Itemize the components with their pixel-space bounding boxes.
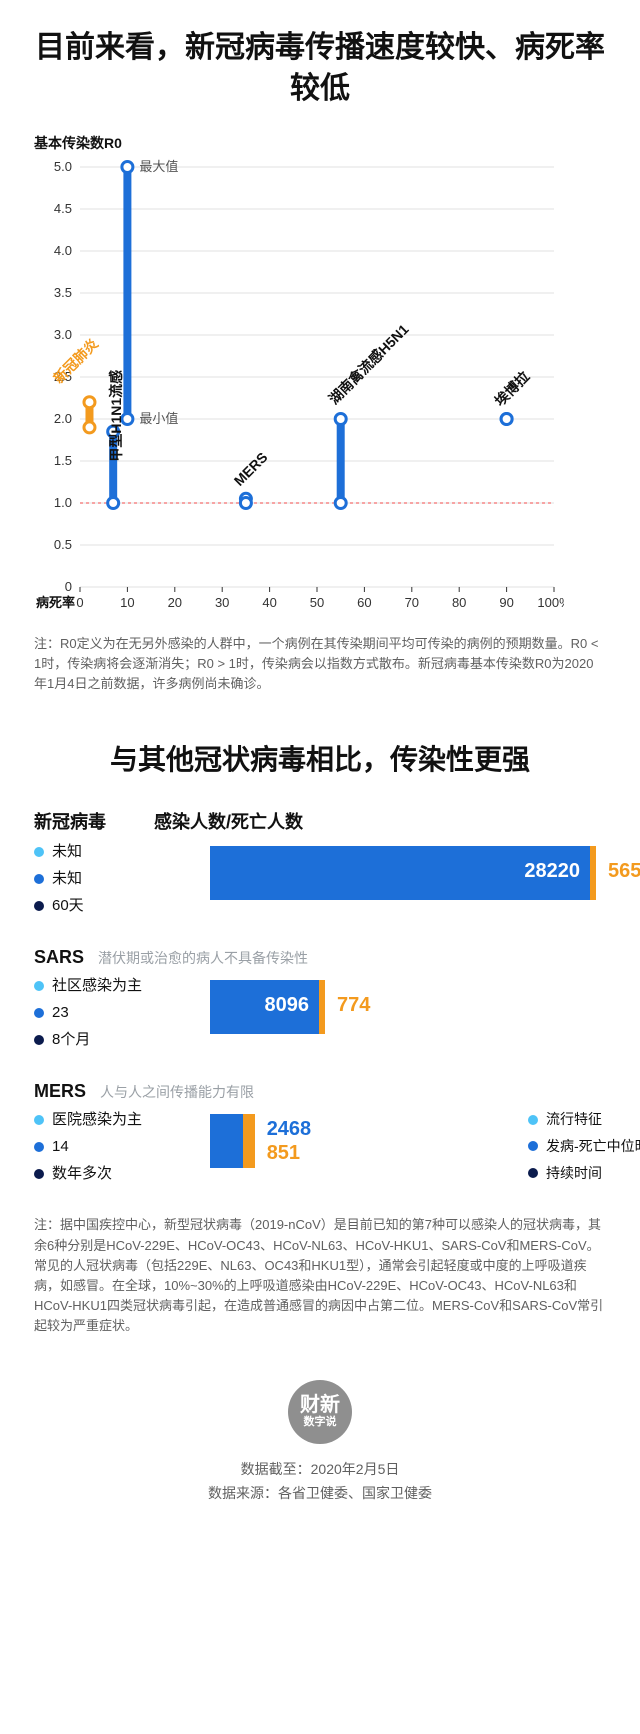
bar-area: 28220565 (210, 838, 606, 908)
bars-header: 感染人数/死亡人数 (154, 808, 303, 834)
section-2-title: 与其他冠状病毒相比，传染性更强 (34, 738, 606, 778)
legend-text: 发病-死亡中位时间 (546, 1133, 640, 1160)
meta-dot (34, 874, 44, 884)
svg-text:0: 0 (76, 595, 83, 610)
meta-dot (34, 981, 44, 991)
svg-text:60: 60 (357, 595, 371, 610)
infected-bar (210, 1114, 243, 1168)
logo-wrap: 财新 数字说 (34, 1380, 606, 1444)
legend-dot (528, 1141, 538, 1151)
svg-text:1.0: 1.0 (54, 495, 72, 510)
legend-text: 持续时间 (546, 1160, 602, 1187)
meta-dot (34, 901, 44, 911)
svg-text:4.5: 4.5 (54, 201, 72, 216)
svg-text:3.5: 3.5 (54, 285, 72, 300)
infected-label: 8096 (239, 994, 309, 1017)
meta-text: 8个月 (52, 1026, 90, 1053)
virus-block-SARS: SARS 潜伏期或治愈的病人不具备传染性社区感染为主238个月 8096 774 (34, 947, 606, 1053)
svg-text:最小值: 最小值 (139, 411, 178, 426)
svg-text:80: 80 (452, 595, 466, 610)
virus-meta: 未知未知60天 (34, 838, 194, 919)
svg-text:0: 0 (65, 579, 72, 594)
meta-text: 23 (52, 999, 69, 1026)
meta-text: 未知 (52, 865, 82, 892)
meta-text: 60天 (52, 892, 84, 919)
death-label: 565 (608, 860, 640, 883)
meta-text: 数年多次 (52, 1160, 112, 1187)
meta-text: 医院感染为主 (52, 1106, 142, 1133)
virus-name: MERS (34, 1081, 86, 1102)
virus-subtitle: 人与人之间传播能力有限 (100, 1082, 254, 1102)
meta-text: 14 (52, 1133, 69, 1160)
svg-text:最大值: 最大值 (139, 159, 178, 174)
scatter-svg: 00.51.01.52.02.53.03.54.04.55.0010203040… (34, 157, 564, 617)
infected-label: 2468 (267, 1118, 312, 1141)
svg-text:40: 40 (262, 595, 276, 610)
svg-text:50: 50 (310, 595, 324, 610)
svg-text:70: 70 (405, 595, 419, 610)
virus-block-新冠病毒: 新冠病毒感染人数/死亡人数未知未知60天28220565 (34, 808, 606, 919)
virus-subtitle: 潜伏期或治愈的病人不具备传染性 (98, 948, 308, 968)
note-2: 注：据中国疾控中心，新型冠状病毒（2019-nCoV）是目前已知的第7种可以感染… (34, 1215, 606, 1336)
legend-text: 流行特征 (546, 1106, 602, 1133)
svg-text:0.5: 0.5 (54, 537, 72, 552)
svg-text:10: 10 (120, 595, 134, 610)
death-bar (590, 846, 596, 900)
meta-dot (34, 1115, 44, 1125)
svg-text:湖南禽流感H5N1: 湖南禽流感H5N1 (326, 321, 412, 407)
svg-text:新冠肺炎: 新冠肺炎 (50, 335, 101, 386)
svg-text:埃博拉: 埃博拉 (491, 368, 532, 409)
death-label: 851 (267, 1142, 300, 1165)
legend-dot (528, 1168, 538, 1178)
logo-small: 数字说 (304, 1415, 337, 1430)
meta-text: 未知 (52, 838, 82, 865)
footer-date: 数据截至：2020年2月5日 (34, 1458, 606, 1482)
y-axis-title: 基本传染数R0 (34, 133, 606, 153)
main-title: 目前来看，新冠病毒传播速度较快、病死率较低 (34, 28, 606, 109)
footer-source: 数据来源：各省卫健委、国家卫健委 (34, 1482, 606, 1506)
meta-dot (34, 1008, 44, 1018)
meta-dot (34, 1142, 44, 1152)
caixin-logo: 财新 数字说 (288, 1380, 352, 1444)
bar-area: 8096 774 (210, 972, 606, 1042)
death-label: 774 (337, 994, 370, 1017)
svg-text:4.0: 4.0 (54, 243, 72, 258)
svg-text:甲型H1N1流感: 甲型H1N1流感 (108, 370, 124, 462)
virus-block-MERS: MERS人与人之间传播能力有限医院感染为主14数年多次2468851流行特征发病… (34, 1081, 606, 1187)
r0-scatter-chart: 基本传染数R0 00.51.01.52.02.53.03.54.04.55.00… (34, 133, 606, 622)
virus-meta: 医院感染为主14数年多次 (34, 1106, 194, 1187)
svg-text:20: 20 (168, 595, 182, 610)
legend-dot (528, 1115, 538, 1125)
death-bar (319, 980, 325, 1034)
infected-label: 28220 (510, 860, 580, 883)
meta-dot (34, 1035, 44, 1045)
meta-dot (34, 847, 44, 857)
svg-text:30: 30 (215, 595, 229, 610)
virus-name: 新冠病毒 (34, 808, 106, 834)
death-bar (243, 1114, 254, 1168)
note-1: 注：R0定义为在无另外感染的人群中，一个病例在其传染期间平均可传染的病例的预期数… (34, 634, 606, 694)
svg-text:3.0: 3.0 (54, 327, 72, 342)
meta-dot (34, 1169, 44, 1179)
bar-area: 2468851 (210, 1106, 492, 1176)
legend-colors: 流行特征发病-死亡中位时间持续时间 (528, 1106, 640, 1186)
svg-text:MERS: MERS (231, 449, 271, 489)
svg-text:2.0: 2.0 (54, 411, 72, 426)
svg-text:病死率: 病死率 (36, 595, 75, 610)
svg-text:5.0: 5.0 (54, 159, 72, 174)
virus-meta: 社区感染为主238个月 (34, 972, 194, 1053)
virus-name: SARS (34, 947, 84, 968)
svg-text:1.5: 1.5 (54, 453, 72, 468)
svg-text:90: 90 (499, 595, 513, 610)
meta-text: 社区感染为主 (52, 972, 142, 999)
logo-big: 财新 (300, 1395, 340, 1415)
svg-text:100%: 100% (537, 595, 564, 610)
